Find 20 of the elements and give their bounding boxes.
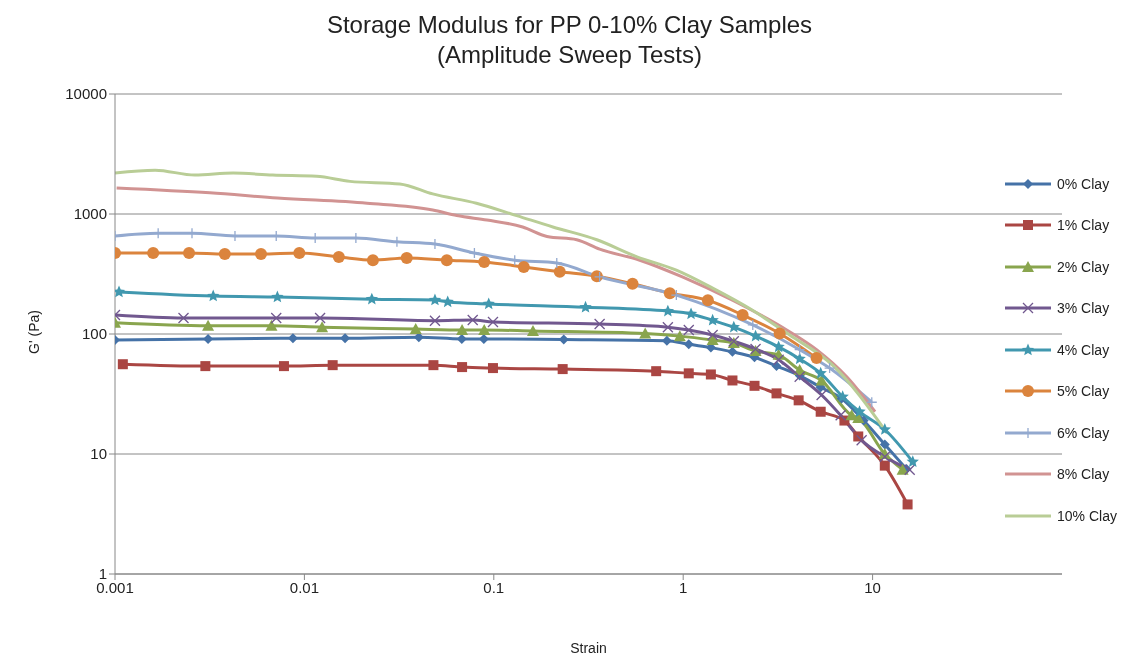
legend-label: 0% Clay bbox=[1057, 175, 1110, 192]
legend-label: 8% Clay bbox=[1057, 466, 1110, 483]
legend-label: 2% Clay bbox=[1057, 258, 1110, 275]
x-tick-label: 1 bbox=[679, 578, 688, 596]
legend-label: 4% Clay bbox=[1057, 341, 1110, 358]
y-axis-title: G' (Pa) bbox=[26, 309, 42, 356]
x-tick-label: 10 bbox=[864, 578, 881, 596]
x-tick-label: 0.1 bbox=[483, 578, 505, 596]
legend-label: 5% Clay bbox=[1057, 383, 1110, 400]
y-tick-label: 100 bbox=[81, 325, 107, 343]
legend-label: 1% Clay bbox=[1057, 217, 1110, 234]
y-tick-label: 10000 bbox=[65, 85, 107, 103]
y-tick-label: 10 bbox=[90, 445, 107, 463]
y-tick-label: 1000 bbox=[73, 205, 107, 223]
legend-label: 6% Clay bbox=[1057, 424, 1110, 441]
chart-title: Storage Modulus for PP 0-10% Clay Samples (Amplitude Sweep Tests) bbox=[325, 10, 814, 70]
x-tick-label: 0.01 bbox=[289, 578, 319, 596]
legend-label: 10% Clay bbox=[1057, 507, 1117, 524]
x-axis-title: Strain bbox=[569, 640, 608, 656]
legend-label: 3% Clay bbox=[1057, 300, 1110, 317]
